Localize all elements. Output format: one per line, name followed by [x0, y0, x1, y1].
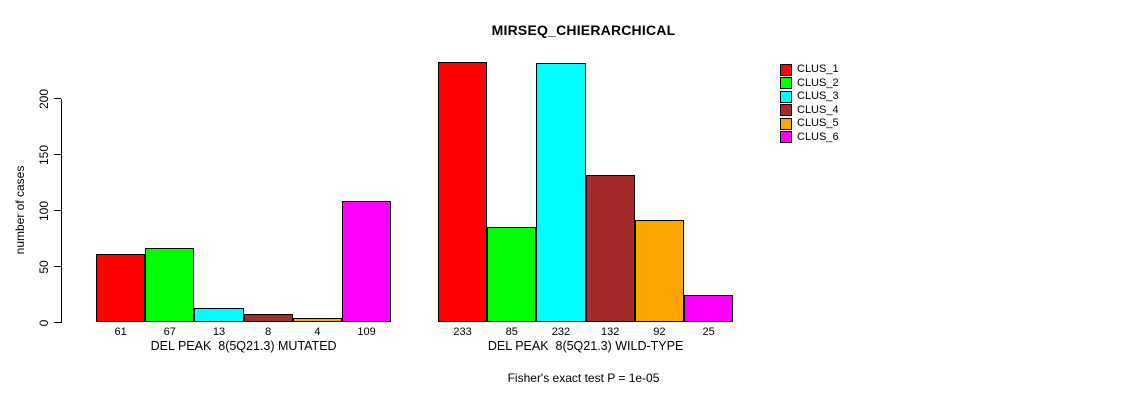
bar-clus-6-wild-type — [684, 294, 734, 323]
legend-label: CLUS_3 — [797, 90, 839, 103]
legend-swatch-clus-4 — [780, 104, 792, 117]
y-axis-line — [61, 98, 62, 324]
legend-swatch-clus-3 — [780, 90, 792, 103]
bar-clus-3-mutated — [194, 307, 244, 323]
legend-swatch-clus-1 — [780, 63, 792, 76]
legend-item-clus-1: CLUS_1 — [780, 63, 839, 77]
bar-clus-3-wild-type — [536, 63, 586, 323]
bar-clus-5-mutated — [292, 318, 342, 323]
legend-item-clus-6: CLUS_6 — [780, 131, 839, 145]
y-axis-tick-label: 200 — [37, 88, 51, 109]
chart-title: MIRSEQ_CHIERARCHICAL — [491, 22, 676, 38]
bar-value-label: 61 — [114, 326, 127, 338]
legend: CLUS_1 CLUS_2 CLUS_3 CLUS_4 CLUS_5 CLUS_6 — [780, 63, 839, 144]
bar-clus-4-wild-type — [585, 174, 635, 323]
legend-item-clus-2: CLUS_2 — [780, 77, 839, 91]
y-axis-tick — [54, 322, 61, 323]
legend-label: CLUS_5 — [797, 117, 839, 130]
y-axis-tick-label: 0 — [37, 319, 51, 326]
legend-label: CLUS_1 — [797, 63, 839, 76]
bar-value-label: 132 — [601, 326, 620, 338]
y-axis-tick — [54, 266, 61, 268]
y-axis-tick-label: 100 — [37, 200, 51, 221]
x-axis-group-label-mutated: DEL PEAK 8(5Q21.3) MUTATED — [150, 339, 337, 353]
legend-swatch-clus-6 — [780, 131, 792, 144]
bar-value-label: 232 — [551, 326, 571, 338]
legend-swatch-clus-2 — [780, 77, 792, 90]
legend-item-clus-5: CLUS_5 — [780, 117, 839, 131]
bar-value-label: 67 — [163, 326, 176, 338]
legend-item-clus-3: CLUS_3 — [780, 90, 839, 104]
bar-value-label: 4 — [314, 326, 321, 338]
x-axis-group-label-wild-type: DEL PEAK 8(5Q21.3) WILD-TYPE — [487, 339, 684, 353]
bar-value-label: 13 — [212, 326, 226, 338]
footer-annotation: Fisher's exact test P = 1e-05 — [507, 371, 660, 385]
bar-value-label: 92 — [653, 326, 666, 338]
y-axis-tick-label: 50 — [37, 259, 51, 274]
bar-value-label: 8 — [265, 326, 272, 338]
bar-clus-2-mutated — [145, 247, 195, 323]
y-axis-label: number of cases — [13, 165, 27, 255]
bar-value-label: 25 — [702, 326, 715, 338]
bar-clus-4-mutated — [243, 313, 293, 323]
bar-clus-5-wild-type — [634, 219, 684, 323]
bar-value-label: 233 — [453, 326, 472, 338]
bar-clus-1-mutated — [96, 254, 146, 323]
y-axis-tick — [54, 154, 61, 156]
y-axis-tick — [54, 98, 61, 100]
bar-clus-1-wild-type — [438, 61, 488, 323]
legend-item-clus-4: CLUS_4 — [780, 104, 839, 118]
legend-label: CLUS_2 — [797, 76, 839, 89]
legend-swatch-clus-5 — [780, 117, 792, 130]
bar-value-label: 85 — [505, 326, 518, 338]
bar-value-label: 109 — [357, 326, 376, 338]
bar-clus-6-mutated — [342, 200, 392, 323]
y-axis-tick — [54, 210, 61, 212]
y-axis-tick-label: 150 — [37, 144, 51, 165]
legend-label: CLUS_4 — [797, 103, 839, 116]
legend-label: CLUS_6 — [797, 130, 839, 143]
bar-clus-2-wild-type — [487, 227, 537, 323]
